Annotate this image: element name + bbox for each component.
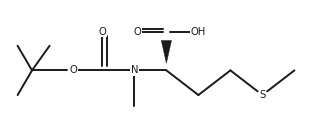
Text: N: N	[131, 65, 138, 75]
Text: O: O	[99, 27, 106, 37]
Text: S: S	[259, 90, 266, 100]
Text: O: O	[70, 65, 77, 75]
Polygon shape	[161, 41, 172, 63]
Text: OH: OH	[191, 27, 206, 37]
Text: O: O	[134, 27, 141, 37]
